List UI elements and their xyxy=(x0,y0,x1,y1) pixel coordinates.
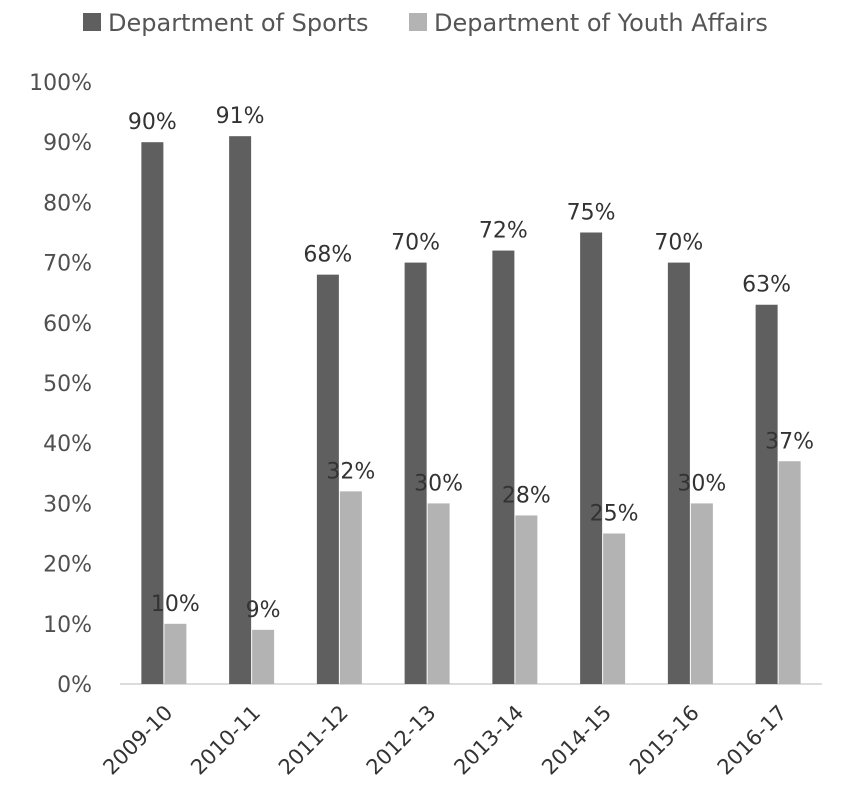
legend-swatch-youth-affairs xyxy=(409,13,427,31)
bar-youth-affairs-2013-14 xyxy=(515,515,538,684)
y-tick-label: 20% xyxy=(43,553,92,578)
bar-sports-2013-14 xyxy=(492,250,515,684)
data-label-youth-affairs-2014-15: 25% xyxy=(590,502,639,527)
x-tick-label: 2009-10 xyxy=(98,701,177,780)
bar-youth-affairs-2009-10 xyxy=(164,623,187,684)
data-label-sports-2009-10: 90% xyxy=(128,110,177,135)
x-tick-label: 2015-16 xyxy=(625,701,704,780)
x-tick-label: 2012-13 xyxy=(362,701,441,780)
data-label-youth-affairs-2009-10: 10% xyxy=(151,592,200,617)
data-label-sports-2015-16: 70% xyxy=(654,231,703,256)
bar-sports-2011-12 xyxy=(316,274,339,684)
data-label-sports-2012-13: 70% xyxy=(391,231,440,256)
bar-sports-2014-15 xyxy=(580,232,603,684)
data-label-sports-2016-17: 63% xyxy=(742,273,791,298)
x-tick-label: 2014-15 xyxy=(537,701,616,780)
legend-swatch-sports xyxy=(83,13,101,31)
data-label-youth-affairs-2011-12: 32% xyxy=(326,459,375,484)
data-label-youth-affairs-2012-13: 30% xyxy=(414,471,463,496)
x-tick-label: 2016-17 xyxy=(713,701,792,780)
y-axis: 0% 10% 20% 30% 40% 50% 60% 70% 80% 90% 100% xyxy=(29,71,92,698)
bar-youth-affairs-2015-16 xyxy=(690,503,713,684)
y-tick-label: 100% xyxy=(29,71,92,96)
data-label-youth-affairs-2015-16: 30% xyxy=(677,471,726,496)
y-tick-label: 30% xyxy=(43,492,92,517)
data-label-youth-affairs-2016-17: 37% xyxy=(765,429,814,454)
bar-youth-affairs-2010-11 xyxy=(252,629,275,684)
legend: Department of Sports Department of Youth… xyxy=(83,9,768,37)
legend-label-sports: Department of Sports xyxy=(108,9,369,37)
bar-youth-affairs-2014-15 xyxy=(603,533,626,684)
data-label-youth-affairs-2013-14: 28% xyxy=(502,483,551,508)
y-tick-label: 10% xyxy=(43,613,92,638)
y-tick-label: 40% xyxy=(43,432,92,457)
bar-sports-2015-16 xyxy=(667,262,690,684)
data-label-sports-2014-15: 75% xyxy=(567,201,616,226)
bar-sports-2016-17 xyxy=(755,304,778,684)
data-label-youth-affairs-2010-11: 9% xyxy=(246,598,281,623)
y-tick-label: 60% xyxy=(43,312,92,337)
y-tick-label: 0% xyxy=(57,673,92,698)
bar-youth-affairs-2011-12 xyxy=(339,491,362,684)
bar-youth-affairs-2012-13 xyxy=(427,503,450,684)
x-tick-label: 2013-14 xyxy=(449,701,528,780)
data-labels: 90% 10% 91% 9% 68% 32% 70% 30% 72% 28% 75% 25% 70% 30… xyxy=(128,104,814,623)
data-label-sports-2011-12: 68% xyxy=(303,243,352,268)
bar-sports-2012-13 xyxy=(404,262,427,684)
y-tick-label: 90% xyxy=(43,131,92,156)
bar-youth-affairs-2016-17 xyxy=(778,461,801,684)
bars xyxy=(141,136,801,684)
y-tick-label: 80% xyxy=(43,191,92,216)
legend-label-youth-affairs: Department of Youth Affairs xyxy=(434,9,768,37)
y-tick-label: 50% xyxy=(43,372,92,397)
bar-sports-2010-11 xyxy=(229,136,252,684)
x-axis: 2009-10 2010-11 2011-12 2012-13 2013-14 2014-… xyxy=(98,701,791,780)
bar-sports-2009-10 xyxy=(141,142,164,684)
x-tick-label: 2010-11 xyxy=(186,701,265,780)
data-label-sports-2013-14: 72% xyxy=(479,219,528,244)
y-tick-label: 70% xyxy=(43,252,92,277)
data-label-sports-2010-11: 91% xyxy=(216,104,265,129)
x-tick-label: 2011-12 xyxy=(274,701,353,780)
